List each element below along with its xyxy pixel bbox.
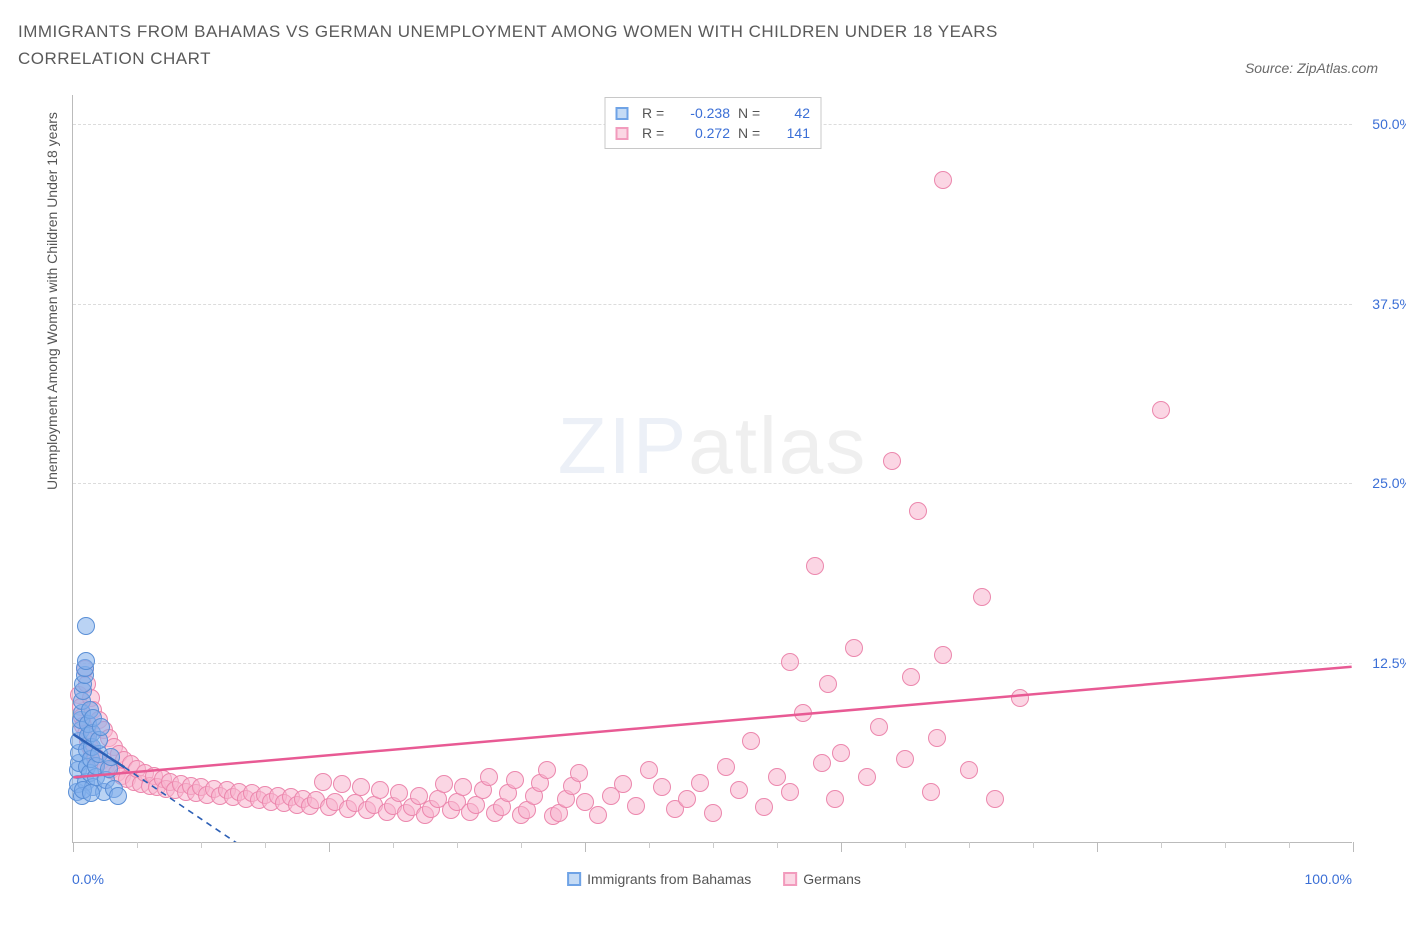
gridline (73, 663, 1352, 664)
data-point (92, 718, 110, 736)
gridline (73, 483, 1352, 484)
data-point (832, 744, 850, 762)
data-point (77, 617, 95, 635)
x-tick-minor (137, 842, 138, 848)
x-tick-minor (521, 842, 522, 848)
y-axis-label: Unemployment Among Women with Children U… (44, 112, 60, 490)
swatch-blue-icon (567, 872, 581, 886)
x-tick-minor (777, 842, 778, 848)
x-tick-minor (649, 842, 650, 848)
x-tick-major (1097, 842, 1098, 852)
x-tick-minor (713, 842, 714, 848)
data-point (781, 653, 799, 671)
data-point (627, 797, 645, 815)
legend-bottom: Immigrants from Bahamas Germans (567, 871, 861, 887)
x-tick-minor (1033, 842, 1034, 848)
chart-title: IMMIGRANTS FROM BAHAMAS VS GERMAN UNEMPL… (18, 18, 1118, 72)
chart-area: Unemployment Among Women with Children U… (46, 95, 1382, 895)
legend-item-2: Germans (783, 871, 861, 887)
x-tick-minor (1161, 842, 1162, 848)
data-point (653, 778, 671, 796)
data-point (870, 718, 888, 736)
y-tick-label: 25.0% (1360, 475, 1406, 491)
watermark: ZIPatlas (558, 400, 867, 492)
x-tick-major (841, 842, 842, 852)
x-tick-minor (969, 842, 970, 848)
data-point (678, 790, 696, 808)
data-point (435, 775, 453, 793)
data-point (806, 557, 824, 575)
x-tick-minor (905, 842, 906, 848)
x-axis-label-max: 100.0% (1305, 871, 1352, 887)
data-point (506, 771, 524, 789)
source-label: Source: ZipAtlas.com (1245, 60, 1378, 76)
data-point (794, 704, 812, 722)
x-tick-minor (393, 842, 394, 848)
y-tick-label: 12.5% (1360, 655, 1406, 671)
data-point (813, 754, 831, 772)
data-point (742, 732, 760, 750)
data-point (845, 639, 863, 657)
data-point (538, 761, 556, 779)
data-point (1152, 401, 1170, 419)
data-point (896, 750, 914, 768)
stats-row-2: R = 0.272 N = 141 (615, 123, 810, 143)
x-tick-minor (1225, 842, 1226, 848)
stats-row-1: R = -0.238 N = 42 (615, 103, 810, 123)
data-point (934, 646, 952, 664)
x-tick-major (329, 842, 330, 852)
swatch-pink-icon (783, 872, 797, 886)
data-point (755, 798, 773, 816)
data-point (819, 675, 837, 693)
data-point (333, 775, 351, 793)
data-point (352, 778, 370, 796)
y-tick-label: 50.0% (1360, 116, 1406, 132)
data-point (454, 778, 472, 796)
data-point (314, 773, 332, 791)
data-point (589, 806, 607, 824)
data-point (109, 787, 127, 805)
plot-region: ZIPatlas R = -0.238 N = 42 R = 0.272 N =… (72, 95, 1352, 843)
data-point (922, 783, 940, 801)
data-point (82, 784, 100, 802)
trend-lines (73, 95, 1352, 842)
data-point (902, 668, 920, 686)
x-axis-label-min: 0.0% (72, 871, 104, 887)
data-point (973, 588, 991, 606)
data-point (883, 452, 901, 470)
data-point (781, 783, 799, 801)
data-point (102, 748, 120, 766)
x-tick-major (1353, 842, 1354, 852)
data-point (691, 774, 709, 792)
x-tick-minor (201, 842, 202, 848)
data-point (717, 758, 735, 776)
gridline (73, 304, 1352, 305)
data-point (640, 761, 658, 779)
stats-legend: R = -0.238 N = 42 R = 0.272 N = 141 (604, 97, 821, 149)
data-point (730, 781, 748, 799)
x-tick-major (73, 842, 74, 852)
data-point (371, 781, 389, 799)
data-point (614, 775, 632, 793)
data-point (960, 761, 978, 779)
data-point (928, 729, 946, 747)
legend-item-1: Immigrants from Bahamas (567, 871, 751, 887)
data-point (1011, 689, 1029, 707)
data-point (704, 804, 722, 822)
y-tick-label: 37.5% (1360, 296, 1406, 312)
data-point (858, 768, 876, 786)
data-point (934, 171, 952, 189)
swatch-blue-icon (615, 107, 628, 120)
data-point (909, 502, 927, 520)
data-point (77, 652, 95, 670)
data-point (570, 764, 588, 782)
swatch-pink-icon (615, 127, 628, 140)
x-tick-minor (1289, 842, 1290, 848)
x-tick-major (585, 842, 586, 852)
x-tick-minor (265, 842, 266, 848)
data-point (480, 768, 498, 786)
data-point (986, 790, 1004, 808)
x-tick-minor (457, 842, 458, 848)
data-point (826, 790, 844, 808)
